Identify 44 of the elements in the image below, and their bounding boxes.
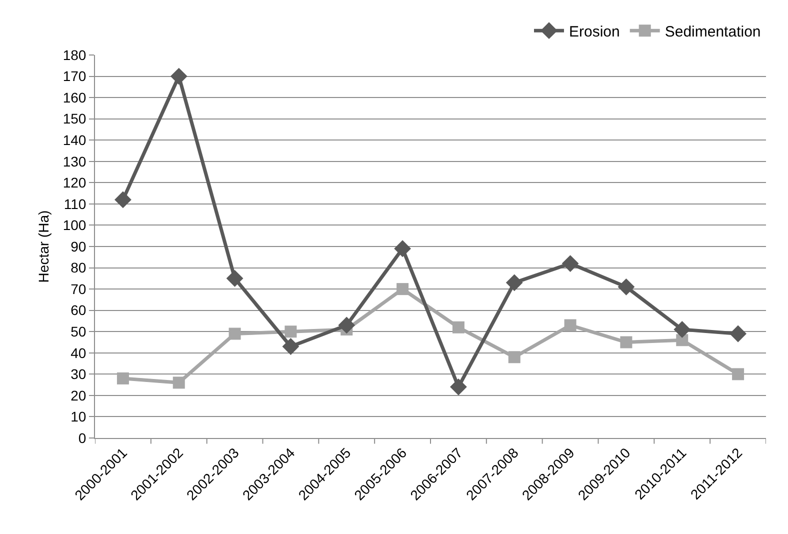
point xyxy=(450,378,467,396)
point xyxy=(396,283,409,296)
y-tick-label: 50 xyxy=(70,324,86,340)
y-tick-label: 70 xyxy=(70,280,86,297)
legend-label: Erosion xyxy=(569,23,620,40)
point xyxy=(564,319,576,332)
y-tick-label: 10 xyxy=(70,408,86,425)
point xyxy=(452,321,464,334)
y-tick-label: 140 xyxy=(62,132,86,148)
point xyxy=(116,372,129,384)
y-tick-label: 40 xyxy=(70,344,86,361)
y-tick-label: 150 xyxy=(62,110,86,127)
y-axis-title: Hectar (Ha) xyxy=(35,210,52,283)
y-tick-label: 130 xyxy=(62,153,86,170)
point xyxy=(730,325,746,342)
legend-label: Sedimentation xyxy=(664,23,761,40)
point xyxy=(170,68,188,85)
point xyxy=(394,240,411,258)
point xyxy=(618,278,635,296)
point xyxy=(562,255,579,272)
point xyxy=(282,338,300,355)
point xyxy=(172,376,185,389)
y-tick-label: 160 xyxy=(62,89,86,106)
point xyxy=(508,351,520,364)
y-tick-label: 30 xyxy=(70,366,86,382)
point xyxy=(114,191,132,208)
y-tick-label: 170 xyxy=(62,68,86,84)
y-tick-label: 20 xyxy=(70,387,86,404)
point xyxy=(228,328,241,340)
y-tick-label: 110 xyxy=(64,196,86,212)
point xyxy=(506,274,523,292)
point xyxy=(732,368,744,380)
y-tick-label: 90 xyxy=(70,238,86,254)
point xyxy=(620,336,632,348)
y-tick-label: 60 xyxy=(70,302,86,318)
y-tick-label: 100 xyxy=(62,217,86,234)
y-tick-label: 180 xyxy=(62,46,86,63)
point xyxy=(284,326,297,338)
y-tick-label: 120 xyxy=(62,174,86,191)
y-tick-label: 80 xyxy=(70,260,86,276)
point xyxy=(338,316,356,334)
point xyxy=(226,270,244,287)
point xyxy=(674,321,691,338)
y-tick-label: 0 xyxy=(78,430,86,446)
